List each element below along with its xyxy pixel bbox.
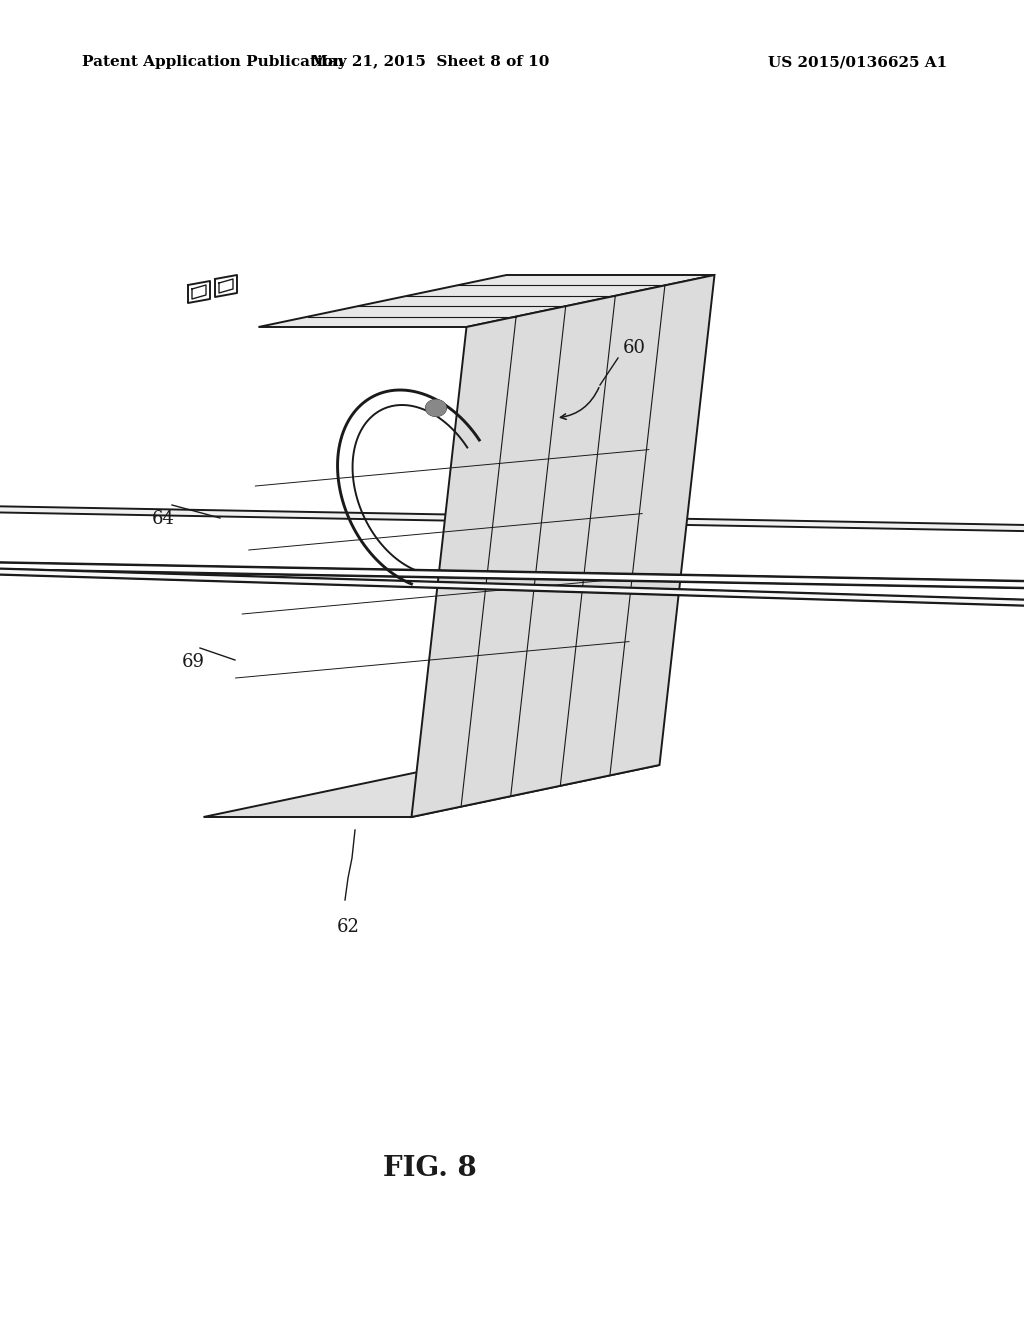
Polygon shape <box>0 330 1024 814</box>
Text: FIG. 8: FIG. 8 <box>383 1155 477 1181</box>
Polygon shape <box>0 429 1024 735</box>
Polygon shape <box>0 297 1024 847</box>
Text: 60: 60 <box>623 339 646 356</box>
Text: Patent Application Publication: Patent Application Publication <box>82 55 344 70</box>
Polygon shape <box>0 265 1024 775</box>
Polygon shape <box>0 422 1024 742</box>
Text: 64: 64 <box>153 510 175 528</box>
Text: US 2015/0136625 A1: US 2015/0136625 A1 <box>768 55 947 70</box>
Polygon shape <box>412 275 715 817</box>
Polygon shape <box>0 308 1024 837</box>
Polygon shape <box>0 436 1024 729</box>
Text: 69: 69 <box>182 653 205 671</box>
Polygon shape <box>0 318 1024 826</box>
Text: May 21, 2015  Sheet 8 of 10: May 21, 2015 Sheet 8 of 10 <box>311 55 549 70</box>
Polygon shape <box>0 323 1024 820</box>
Polygon shape <box>204 766 659 817</box>
Polygon shape <box>426 400 446 416</box>
Polygon shape <box>258 275 715 327</box>
Text: 62: 62 <box>337 917 359 936</box>
